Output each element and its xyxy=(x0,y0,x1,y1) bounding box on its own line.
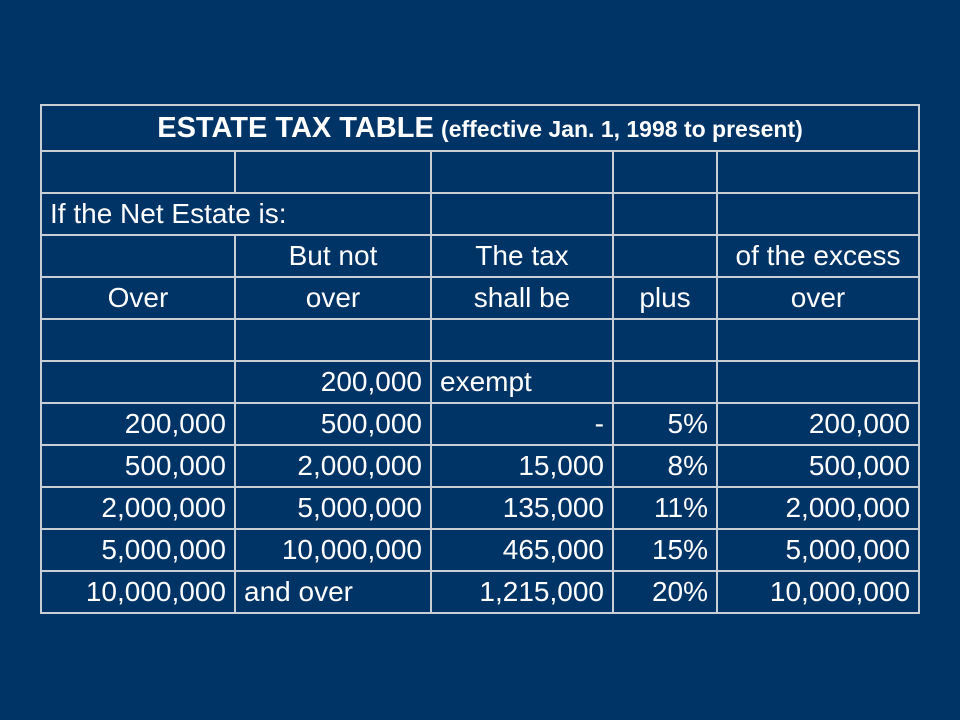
table-cell: 200,000 xyxy=(40,402,236,446)
table-cell: 10,000,000 xyxy=(40,570,236,614)
table-cell: 15,000 xyxy=(430,444,614,488)
header-cell: over xyxy=(234,276,432,320)
table-cell: 11% xyxy=(612,486,718,530)
blank-cell xyxy=(430,318,614,362)
table-cell xyxy=(40,360,236,404)
blank-cell xyxy=(430,150,614,194)
blank-cell xyxy=(234,150,432,194)
table-cell: 200,000 xyxy=(715,402,921,446)
blank-cell xyxy=(40,318,236,362)
table-cell: 15% xyxy=(612,528,718,572)
header-row-2: Over over shall be plus over xyxy=(40,276,921,320)
header-cell: Over xyxy=(40,276,236,320)
table-row: 500,000 2,000,000 15,000 8% 500,000 xyxy=(40,444,921,488)
table-row: 200,000 500,000 - 5% 200,000 xyxy=(40,402,921,446)
blank-cell xyxy=(612,150,718,194)
table-cell xyxy=(612,360,718,404)
blank-row xyxy=(40,318,921,362)
blank-cell xyxy=(234,318,432,362)
table-row: 200,000 exempt xyxy=(40,360,921,404)
table-row: 10,000,000 and over 1,215,000 20% 10,000… xyxy=(40,570,921,614)
header-cell: over xyxy=(715,276,921,320)
table-title-effective-date: (effective Jan. 1, 1998 to present) xyxy=(441,115,803,142)
table-cell: 5,000,000 xyxy=(234,486,432,530)
table-cell: 10,000,000 xyxy=(715,570,921,614)
header-row-1: But not The tax of the excess xyxy=(40,234,921,278)
table-cell: - xyxy=(430,402,614,446)
table-cell: 10,000,000 xyxy=(234,528,432,572)
table-cell: 465,000 xyxy=(430,528,614,572)
intro-row: If the Net Estate is: xyxy=(40,192,921,236)
table-cell: and over xyxy=(234,570,432,614)
blank-cell xyxy=(612,318,718,362)
header-cell xyxy=(40,234,236,278)
table-cell xyxy=(715,360,921,404)
blank-cell xyxy=(612,192,718,236)
table-cell: 2,000,000 xyxy=(715,486,921,530)
blank-cell xyxy=(715,192,921,236)
table-cell: 5,000,000 xyxy=(40,528,236,572)
header-cell: shall be xyxy=(430,276,614,320)
blank-cell xyxy=(715,318,921,362)
header-cell xyxy=(612,234,718,278)
table-cell: 1,215,000 xyxy=(430,570,614,614)
table-cell: exempt xyxy=(430,360,614,404)
title-row: ESTATE TAX TABLE (effective Jan. 1, 1998… xyxy=(39,104,921,152)
header-cell: plus xyxy=(612,276,718,320)
table-cell: 20% xyxy=(612,570,718,614)
table-cell: 200,000 xyxy=(234,360,432,404)
table-row: 5,000,000 10,000,000 465,000 15% 5,000,0… xyxy=(40,528,921,572)
blank-cell xyxy=(430,192,614,236)
estate-tax-table: ESTATE TAX TABLE (effective Jan. 1, 1998… xyxy=(39,104,921,614)
table-title: ESTATE TAX TABLE (effective Jan. 1, 1998… xyxy=(39,104,921,152)
table-cell: 8% xyxy=(612,444,718,488)
table-cell: 500,000 xyxy=(715,444,921,488)
table-cell: 500,000 xyxy=(40,444,236,488)
blank-cell xyxy=(715,150,921,194)
header-cell: of the excess xyxy=(715,234,921,278)
table-cell: 135,000 xyxy=(430,486,614,530)
blank-cell xyxy=(40,150,236,194)
net-estate-intro: If the Net Estate is: xyxy=(40,192,432,236)
table-title-main: ESTATE TAX TABLE xyxy=(157,111,434,144)
blank-row xyxy=(40,150,921,194)
table-cell: 2,000,000 xyxy=(40,486,236,530)
table-cell: 5% xyxy=(612,402,718,446)
table-row: 2,000,000 5,000,000 135,000 11% 2,000,00… xyxy=(40,486,921,530)
table-cell: 2,000,000 xyxy=(234,444,432,488)
header-cell: The tax xyxy=(430,234,614,278)
table-cell: 500,000 xyxy=(234,402,432,446)
table-cell: 5,000,000 xyxy=(715,528,921,572)
header-cell: But not xyxy=(234,234,432,278)
